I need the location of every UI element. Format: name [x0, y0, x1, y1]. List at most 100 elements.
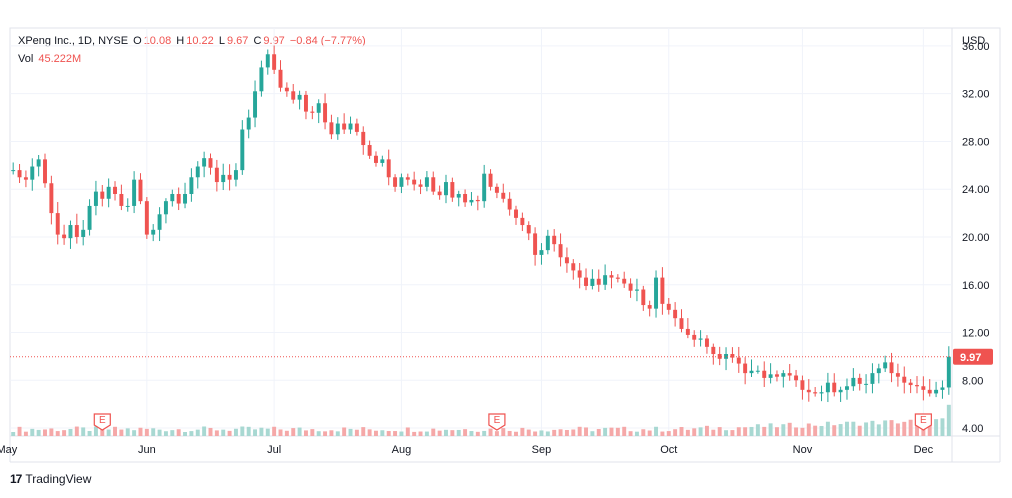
candle-body	[755, 370, 760, 372]
volume-bar	[87, 430, 92, 436]
volume-bar	[227, 430, 232, 436]
volume-bar	[74, 426, 79, 436]
volume-bar	[100, 427, 105, 436]
volume-bar	[374, 430, 378, 436]
volume-bar	[23, 431, 28, 436]
volume-bar	[704, 425, 709, 436]
volume-bar	[603, 427, 608, 436]
volume-bar	[463, 429, 468, 436]
candle-body	[552, 235, 557, 245]
candle-body	[660, 277, 665, 304]
candle-body	[654, 277, 659, 309]
candle-body	[49, 183, 54, 214]
candle-body	[736, 357, 741, 364]
candle-body	[62, 234, 67, 239]
volume-bar	[940, 418, 945, 436]
chart-frame	[9, 27, 1001, 437]
candle-body	[444, 182, 448, 196]
candle-body	[316, 103, 321, 113]
candle-body	[571, 263, 576, 271]
candle-body	[883, 362, 888, 369]
volume-bar	[724, 430, 729, 436]
volume-bar	[673, 429, 678, 436]
candle-body	[189, 177, 194, 194]
volume-bar	[883, 420, 888, 436]
candle-body	[272, 54, 277, 70]
candle-body	[915, 385, 919, 387]
volume-bar	[590, 431, 595, 436]
candle-body	[100, 191, 105, 199]
volume-bar	[456, 429, 461, 436]
candle-body	[634, 289, 639, 291]
volume-bar	[641, 429, 646, 436]
candle-body	[412, 179, 417, 185]
candle-body	[666, 303, 671, 310]
volume-bar	[526, 429, 531, 436]
last-price-label: 9.97	[960, 352, 981, 364]
candle-body	[558, 244, 563, 258]
candle-body	[628, 283, 633, 291]
volume-bar	[794, 427, 799, 436]
candle-body	[450, 182, 455, 198]
candle-body	[685, 328, 690, 335]
volume-bar	[749, 426, 754, 436]
candle-body	[278, 69, 283, 88]
y-tick-label: 16.00	[962, 280, 990, 292]
candle-body	[692, 334, 697, 340]
candle-body	[482, 173, 487, 202]
volume-bar	[240, 426, 245, 436]
legend-volume: Vol 45.222M	[18, 53, 83, 65]
volume-bar	[813, 425, 818, 436]
candle-body	[418, 184, 423, 187]
candle-body	[469, 199, 474, 203]
volume-bar	[208, 427, 213, 436]
volume-bar	[310, 429, 315, 436]
volume-bar	[469, 431, 474, 436]
volume-bar	[450, 430, 455, 436]
volume-bar	[768, 423, 773, 436]
tradingview-logo-icon[interactable]: 17	[10, 472, 22, 486]
candle-body	[87, 205, 92, 230]
volume-bar	[335, 431, 340, 436]
candle-body	[170, 193, 175, 202]
candle-body	[202, 158, 207, 167]
price-chart[interactable]: 36.00 32.00 28.00 24.00 20.00 16.00 12.00 8.00 4…	[0, 0, 1012, 468]
candle-body	[533, 233, 538, 255]
candle-body	[787, 373, 792, 376]
volume-bar	[577, 426, 582, 436]
candle-body	[876, 368, 881, 374]
candle-body	[195, 166, 200, 178]
volume-bar	[736, 427, 741, 436]
candle-body	[673, 309, 678, 319]
candle-body	[233, 170, 238, 180]
brand-label[interactable]: TradingView	[25, 472, 92, 486]
volume-bar	[412, 431, 417, 436]
volume-bar	[711, 429, 716, 436]
volume-bar	[323, 431, 328, 436]
volume-bar	[755, 424, 760, 436]
volume-bar	[552, 429, 557, 436]
candle-body	[494, 186, 499, 193]
volume-bar	[825, 421, 830, 436]
x-tick-label: Dec	[914, 444, 934, 456]
volume-bar	[132, 430, 137, 436]
volume-bar	[845, 421, 849, 436]
candle-body	[163, 201, 168, 215]
volume-bar	[514, 431, 518, 436]
volume-bar	[520, 427, 525, 436]
x-tick-label: Aug	[392, 444, 412, 456]
candle-body	[74, 225, 79, 237]
volume-bar	[253, 429, 258, 436]
candle-body	[806, 389, 811, 393]
candle-body	[342, 123, 347, 130]
volume-bar	[246, 426, 251, 436]
candle-body	[545, 235, 550, 251]
volume-bar	[482, 430, 487, 436]
candle-body	[259, 67, 264, 92]
volume-bar	[354, 429, 359, 436]
volume-bar	[685, 429, 690, 436]
candle-body	[800, 380, 805, 390]
candle-body	[348, 123, 353, 130]
earnings-marker-label: E	[494, 415, 501, 426]
volume-bar	[399, 431, 404, 436]
